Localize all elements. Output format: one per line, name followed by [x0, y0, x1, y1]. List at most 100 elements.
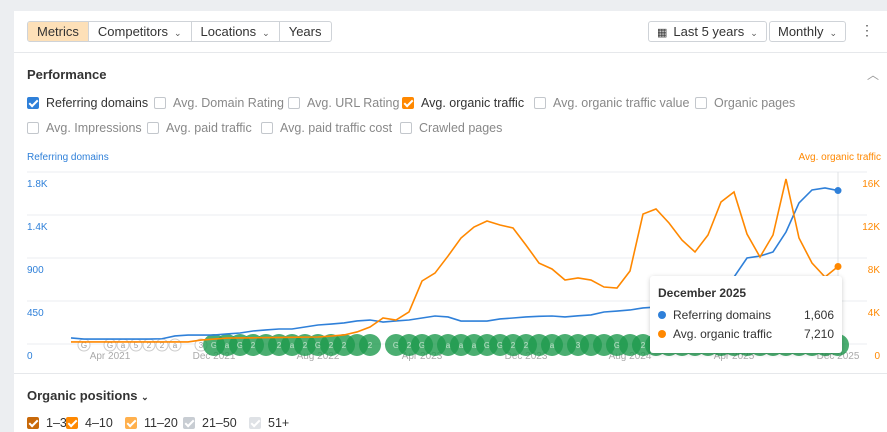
- metric-checkbox[interactable]: Avg. paid traffic cost: [261, 121, 392, 135]
- annotation-label: 2: [511, 341, 516, 350]
- position-checkbox[interactable]: 51+: [249, 416, 289, 430]
- metric-checkbox[interactable]: Crawled pages: [400, 121, 502, 135]
- checkbox-icon[interactable]: [695, 97, 707, 109]
- checkbox-label: Avg. paid traffic: [166, 121, 252, 135]
- checkbox-label: Avg. URL Rating: [307, 96, 400, 110]
- metric-checkbox[interactable]: Avg. URL Rating: [288, 96, 399, 110]
- checkbox-icon[interactable]: [288, 97, 300, 109]
- annotation-label: a: [446, 341, 451, 350]
- chart-tooltip: December 2025 Referring domains 1,606 Avg…: [650, 276, 842, 353]
- left-tick-label: 1.8K: [27, 179, 48, 190]
- annotation-label: 3: [199, 341, 204, 350]
- checkbox-icon[interactable]: [27, 122, 39, 134]
- x-tick-label: Aug 2022: [297, 351, 340, 362]
- left-tick-label: 900: [27, 265, 44, 276]
- annotation-label: G: [419, 341, 425, 350]
- checkbox-icon[interactable]: [154, 97, 166, 109]
- tooltip-title: December 2025: [658, 286, 747, 300]
- annotation-label: a: [472, 341, 477, 350]
- x-tick-label: Apr 2025: [714, 351, 755, 362]
- annotation-label: G: [614, 341, 620, 350]
- chevron-down-icon: ⌄: [173, 28, 182, 38]
- checkbox-icon[interactable]: [66, 417, 78, 429]
- performance-title: Performance: [27, 67, 107, 82]
- right-axis-title: Avg. organic traffic: [798, 152, 881, 163]
- checkbox-icon[interactable]: [147, 122, 159, 134]
- view-tabs: Metrics Competitors ⌄ Locations ⌄ Years: [27, 21, 332, 42]
- annotation-label: G: [81, 341, 87, 350]
- annotation-label: 2: [277, 341, 282, 350]
- annotation-label: 2: [147, 341, 152, 350]
- organic-positions-title: Organic positions: [27, 388, 138, 403]
- checkbox-label: 11–20: [144, 416, 178, 430]
- annotation-label: 2: [329, 341, 334, 350]
- checkbox-icon[interactable]: [261, 122, 273, 134]
- checkbox-icon[interactable]: [183, 417, 195, 429]
- date-range-dropdown[interactable]: ▦ Last 5 years ⌄: [648, 21, 767, 42]
- series-dot-icon: [658, 311, 666, 319]
- tab-years[interactable]: Years: [280, 22, 331, 41]
- metric-checkbox[interactable]: Avg. paid traffic: [147, 121, 252, 135]
- annotation-label: a: [225, 341, 230, 350]
- checkbox-icon[interactable]: [400, 122, 412, 134]
- checkbox-icon[interactable]: [27, 417, 39, 429]
- position-checkbox[interactable]: 1–3: [27, 416, 67, 430]
- annotation-label: 5: [134, 341, 139, 350]
- position-checkbox[interactable]: 4–10: [66, 416, 113, 430]
- x-tick-label: Dec 2021: [193, 351, 236, 362]
- series-dot-icon: [658, 330, 666, 338]
- metric-checkbox[interactable]: Avg. Impressions: [27, 121, 142, 135]
- organic-positions-toggle[interactable]: Organic positions ⌄: [27, 388, 149, 403]
- checkbox-icon[interactable]: [27, 97, 39, 109]
- annotation-label: G: [497, 341, 503, 350]
- checkbox-label: Avg. organic traffic: [421, 96, 525, 110]
- chevron-down-icon: ⌄: [262, 28, 270, 38]
- right-tick-label: 4K: [868, 308, 881, 319]
- checkbox-label: Referring domains: [46, 96, 149, 110]
- x-tick-label: Apr 2021: [90, 351, 131, 362]
- checkbox-label: Avg. Impressions: [46, 121, 142, 135]
- chevron-down-icon: ⌄: [141, 392, 149, 402]
- position-checkbox[interactable]: 21–50: [183, 416, 237, 430]
- tab-locations[interactable]: Locations ⌄: [192, 22, 280, 41]
- annotation-label: G: [315, 341, 321, 350]
- tab-label: Locations: [200, 24, 257, 39]
- annotation-marker[interactable]: [359, 334, 381, 356]
- annotation-label: a: [290, 341, 295, 350]
- metric-checkbox[interactable]: Avg. organic traffic: [402, 96, 524, 110]
- annotation-label: G: [107, 341, 113, 350]
- annotation-label: G: [211, 341, 217, 350]
- chevron-up-icon[interactable]: ︿: [867, 68, 880, 82]
- tooltip-row-organic-traffic: Avg. organic traffic 7,210: [658, 327, 834, 341]
- checkbox-icon[interactable]: [534, 97, 546, 109]
- checkbox-label: Organic pages: [714, 96, 796, 110]
- annotation-label: 2: [251, 341, 256, 350]
- checkbox-label: 1–3: [46, 416, 67, 430]
- tab-competitors[interactable]: Competitors ⌄: [89, 22, 192, 41]
- tooltip-value: 1,606: [803, 308, 834, 322]
- x-tick-label: Dec 2023: [505, 351, 548, 362]
- right-tick-label: 0: [874, 351, 880, 362]
- position-checkbox[interactable]: 11–20: [125, 416, 178, 430]
- data-point: [834, 262, 842, 270]
- interval-dropdown[interactable]: Monthly ⌄: [769, 21, 847, 42]
- checkbox-icon[interactable]: [125, 417, 137, 429]
- tab-label: Years: [288, 24, 322, 39]
- metric-checkbox[interactable]: Organic pages: [695, 96, 795, 110]
- metric-checkbox[interactable]: Avg. Domain Rating: [154, 96, 284, 110]
- tab-label: Metrics: [37, 24, 79, 39]
- tab-label: Competitors: [97, 24, 168, 39]
- checkbox-icon[interactable]: [402, 97, 414, 109]
- annotation-label: 2: [368, 341, 373, 350]
- metric-checkbox[interactable]: Referring domains: [27, 96, 148, 110]
- left-tick-label: 0: [27, 351, 33, 362]
- x-tick-label: Apr 2023: [402, 351, 443, 362]
- left-tick-label: 1.4K: [27, 222, 48, 233]
- tab-metrics[interactable]: Metrics: [28, 22, 89, 41]
- toolbar: Metrics Competitors ⌄ Locations ⌄ Years ▦ L…: [14, 11, 887, 53]
- checkbox-icon[interactable]: [249, 417, 261, 429]
- chevron-down-icon: ⌄: [829, 28, 838, 38]
- series-line-organic-traffic: [71, 178, 839, 343]
- checkbox-label: 21–50: [202, 416, 237, 430]
- metric-checkbox[interactable]: Avg. organic traffic value: [534, 96, 689, 110]
